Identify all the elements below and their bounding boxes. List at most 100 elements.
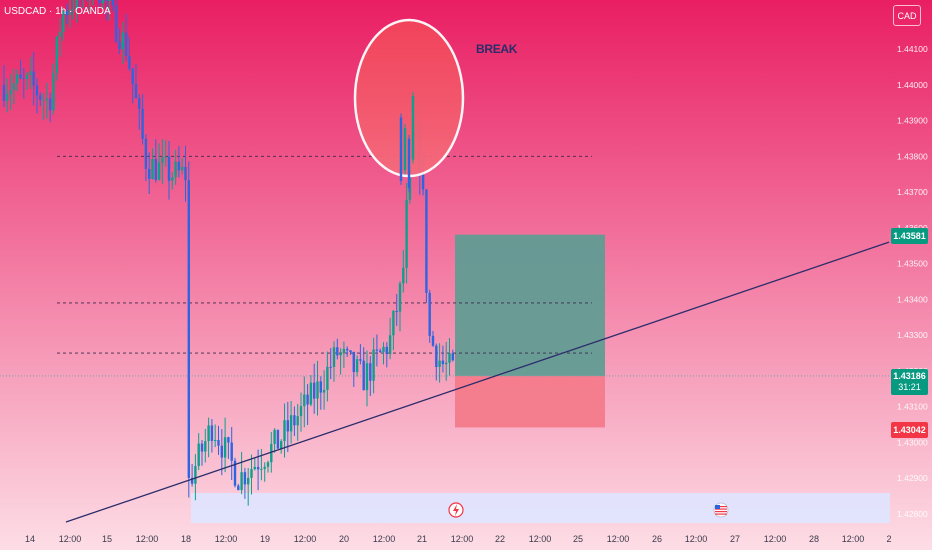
candle-body bbox=[332, 347, 336, 368]
candle-body bbox=[296, 416, 299, 426]
candle-body bbox=[115, 5, 118, 42]
y-tick-label: 1.43500 bbox=[897, 259, 928, 269]
candle-body bbox=[197, 443, 200, 467]
current-price-tag: 1.43186 31:21 bbox=[891, 369, 928, 395]
candle-body bbox=[184, 166, 187, 181]
candle-body bbox=[230, 442, 233, 461]
candle-body bbox=[365, 363, 369, 391]
x-tick-label: 19 bbox=[260, 534, 270, 544]
candle-body bbox=[435, 345, 438, 367]
candle-body bbox=[405, 199, 408, 268]
y-tick-label: 1.44100 bbox=[897, 44, 928, 54]
candle-body bbox=[148, 168, 151, 179]
candle-body bbox=[322, 389, 326, 393]
x-tick-label: 12:00 bbox=[136, 534, 159, 544]
candle-body bbox=[108, 0, 111, 2]
candle-body bbox=[441, 360, 445, 365]
candle-body bbox=[273, 429, 276, 444]
candle-body bbox=[204, 441, 207, 452]
candle-body bbox=[144, 138, 148, 169]
events-strip bbox=[191, 493, 890, 523]
x-tick-label: 12:00 bbox=[215, 534, 238, 544]
candle-body bbox=[319, 381, 322, 393]
candle-body bbox=[42, 99, 45, 101]
candle-body bbox=[75, 0, 78, 10]
candle-body bbox=[164, 156, 167, 158]
candle-body bbox=[349, 350, 352, 353]
x-tick-label: 12:00 bbox=[451, 534, 474, 544]
candle-body bbox=[247, 477, 250, 485]
candle-body bbox=[313, 382, 316, 399]
candle-body bbox=[431, 335, 435, 346]
candle-body bbox=[403, 128, 407, 171]
current-price-value: 1.43186 bbox=[893, 371, 926, 381]
candle-body bbox=[62, 11, 65, 33]
x-tick-label: 12:00 bbox=[607, 534, 630, 544]
candle-body bbox=[379, 350, 382, 352]
candle-body bbox=[39, 95, 42, 100]
candle-body bbox=[369, 363, 372, 381]
candle-body bbox=[124, 32, 128, 57]
x-tick-label: 25 bbox=[573, 534, 583, 544]
x-tick-label: 20 bbox=[339, 534, 349, 544]
candle-body bbox=[326, 366, 329, 390]
candle-body bbox=[309, 382, 313, 405]
x-tick-label: 12:00 bbox=[59, 534, 82, 544]
candle-body bbox=[49, 98, 52, 111]
candle-body bbox=[233, 460, 237, 486]
candle-body bbox=[194, 466, 197, 484]
candle-body bbox=[382, 346, 385, 352]
y-tick-label: 1.42900 bbox=[897, 473, 928, 483]
y-tick-label: 1.43900 bbox=[897, 116, 928, 126]
x-tick-label: 12:00 bbox=[373, 534, 396, 544]
x-tick-label: 22 bbox=[495, 534, 505, 544]
x-tick-label: 2 bbox=[886, 534, 891, 544]
y-tick-label: 1.44000 bbox=[897, 80, 928, 90]
trendline[interactable] bbox=[65, 241, 890, 523]
flag-stripe bbox=[715, 508, 727, 510]
x-tick-label: 12:00 bbox=[842, 534, 865, 544]
y-tick-label: 1.43700 bbox=[897, 187, 928, 197]
target-price-tag: 1.43581 bbox=[891, 228, 928, 244]
x-tick-label: 27 bbox=[730, 534, 740, 544]
candle-body bbox=[266, 462, 270, 467]
candle-body bbox=[19, 74, 22, 79]
x-tick-label: 18 bbox=[181, 534, 191, 544]
candle-body bbox=[161, 157, 164, 163]
x-tick-label: 12:00 bbox=[294, 534, 317, 544]
candle-body bbox=[355, 359, 359, 373]
candle-body bbox=[128, 56, 131, 69]
time-axis[interactable]: 14 12:00 15 12:00 18 12:00 19 12:00 20 12:00 21 12:… bbox=[25, 534, 892, 544]
candle-body bbox=[65, 11, 68, 16]
target-zone[interactable] bbox=[455, 234, 605, 376]
candle-body bbox=[98, 0, 101, 4]
candle-body bbox=[177, 161, 181, 171]
currency-button[interactable]: CAD bbox=[893, 5, 921, 26]
flag-stripe bbox=[715, 513, 727, 515]
candle-body bbox=[154, 159, 157, 180]
candle-body bbox=[55, 36, 58, 73]
candle-body bbox=[151, 159, 154, 179]
y-tick-label: 1.43800 bbox=[897, 151, 928, 161]
candle-body bbox=[32, 71, 35, 86]
stop-zone[interactable] bbox=[455, 375, 605, 428]
candle-body bbox=[190, 477, 194, 484]
candle-body bbox=[22, 78, 25, 80]
candle-body bbox=[445, 362, 448, 365]
candle-body bbox=[6, 94, 9, 101]
x-tick-label: 14 bbox=[25, 534, 35, 544]
candle-body bbox=[372, 349, 375, 381]
lightning-glyph bbox=[453, 504, 459, 516]
candle-body bbox=[329, 366, 332, 368]
candle-body bbox=[174, 161, 177, 178]
candle-body bbox=[303, 394, 306, 407]
candle-body bbox=[68, 9, 72, 16]
candle-body bbox=[134, 83, 138, 99]
candle-body bbox=[12, 83, 16, 91]
candle-body bbox=[362, 360, 365, 391]
symbol-header[interactable]: USDCAD · 1h · OANDA bbox=[4, 6, 111, 17]
break-annotation[interactable]: BREAK bbox=[476, 42, 518, 56]
candle-body bbox=[157, 162, 161, 180]
x-tick-label: 12:00 bbox=[685, 534, 708, 544]
